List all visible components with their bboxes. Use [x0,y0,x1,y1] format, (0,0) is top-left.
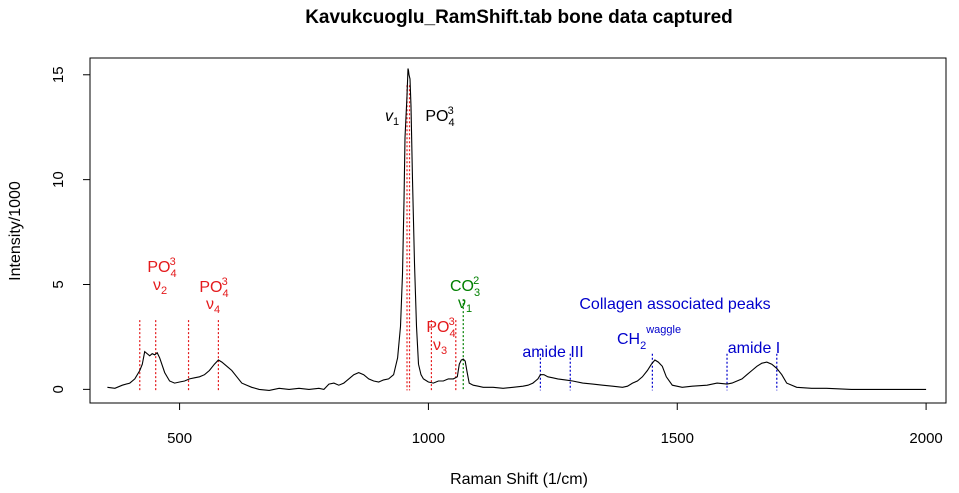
y-tick-label: 0 [50,385,67,393]
x-tick-label: 1000 [412,430,445,447]
plot-frame [89,57,947,404]
annotation-ch2-waggle: CH2waggle [617,324,681,352]
annotation-amide-iii: amide III [522,344,583,361]
annotation-po4-v2-mode: ν2 [153,277,167,297]
annotation-co3-v1-ion: CO32 [450,275,480,299]
series-line-spectrum [107,68,927,391]
annotation-po4-v3-ion: PO43 [426,316,455,340]
annotation-po4-v2-ion: PO43 [147,256,176,280]
reference-lines [139,85,778,391]
annotation-po4-v4-mode: ν4 [206,296,220,316]
annotation-po4-v1-mode: v1 [385,108,399,128]
chart-title: Kavukcuoglu_RamShift.tab bone data captu… [305,7,733,28]
annotation-po4-v4-ion: PO43 [199,276,228,300]
y-axis: 0 5 10 15 [50,66,91,394]
y-tick-label: 10 [50,171,67,188]
annotation-po4-v1-ion: PO43 [425,105,454,129]
annotation-co3-v1-mode: ν1 [458,295,472,315]
x-axis: 500 1000 1500 2000 [167,402,943,447]
y-tick-label: 15 [50,66,67,83]
annotation-amide-i: amide I [728,340,780,357]
x-tick-label: 1500 [661,430,694,447]
annotation-po4-v3-mode: ν3 [433,337,447,357]
y-axis-label: Intensity/1000 [7,181,24,281]
x-tick-label: 500 [167,430,192,447]
x-tick-label: 2000 [909,430,942,447]
annotation-collagen-header: Collagen associated peaks [579,296,770,313]
y-tick-label: 5 [50,280,67,288]
x-axis-label: Raman Shift (1/cm) [450,471,588,488]
peak-annotations: PO43 ν2 PO43 ν4 v1 PO43 PO43 ν3 CO32 ν1 … [147,105,780,361]
